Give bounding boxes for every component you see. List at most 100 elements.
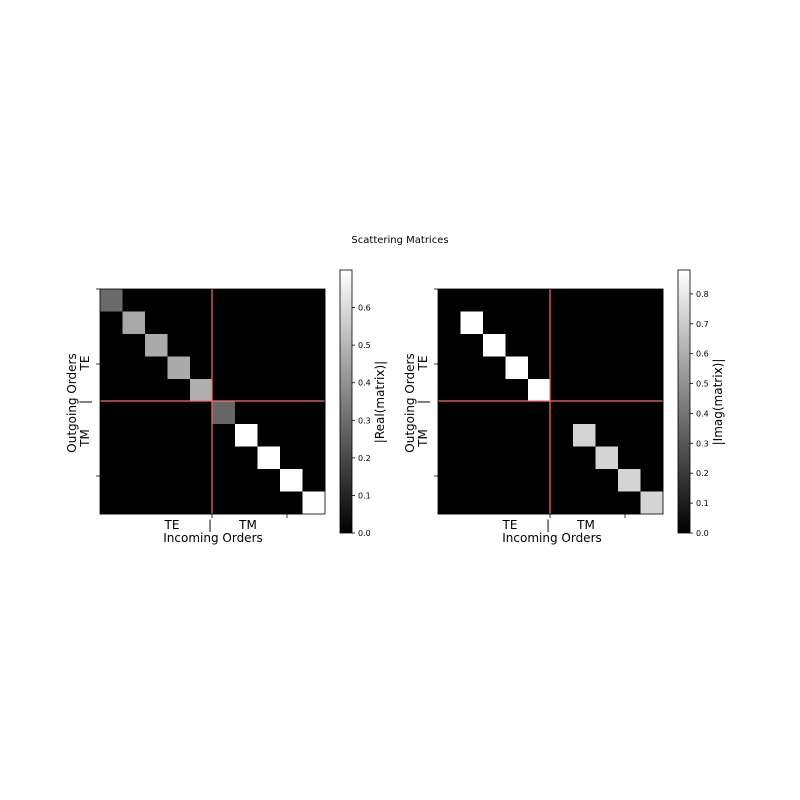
real-matrix-cell: [167, 311, 191, 335]
real-matrix-cell: [235, 469, 258, 492]
real-matrix-cell: [145, 379, 168, 402]
real-matrix-cell: [302, 289, 326, 312]
imag-matrix-cell: [505, 491, 529, 515]
imag-matrix-cell: [573, 379, 596, 402]
real-matrix-cell: [280, 401, 303, 425]
real-matrix-cell: [145, 334, 168, 357]
real-matrix-cell: [145, 469, 168, 492]
imag-matrix-cell: [505, 311, 529, 335]
imag-matrix-cell: [595, 401, 619, 425]
real-matrix-cell: [302, 424, 326, 447]
imag-colorbar-label: |Imag(matrix)|: [711, 359, 725, 446]
real-matrix-cell: [145, 491, 168, 515]
real-matrix-cell: [100, 424, 123, 447]
real-matrix-cell: [212, 424, 236, 447]
real-matrix-cell: [212, 311, 236, 335]
imag-matrix-cell: [618, 334, 641, 357]
real-matrix-cell: [280, 446, 303, 470]
imag-matrix-cell: [438, 311, 461, 335]
real-matrix-cell: [257, 446, 281, 470]
imag-colorbar-tick-label: 0.7: [696, 320, 709, 329]
real-matrix-cell: [122, 379, 146, 402]
real-matrix-cell: [167, 491, 191, 515]
real-matrix-cell: [302, 356, 326, 380]
real-colorbar-gradient: [339, 269, 353, 534]
real-matrix-cell: [100, 401, 123, 425]
imag-matrix-cell: [640, 424, 664, 447]
imag-matrix-cell: [483, 491, 506, 515]
real-matrix-cell: [280, 379, 303, 402]
imag-matrix-cell: [550, 446, 574, 470]
imag-matrix-cell: [483, 311, 506, 335]
real-matrix-cell: [280, 356, 303, 380]
real-matrix-cell: [302, 334, 326, 357]
imag-matrix-cell: [438, 379, 461, 402]
imag-matrix-cell: [460, 424, 484, 447]
imag-colorbar-tick-label: 0.5: [696, 380, 709, 389]
real-matrix-cell: [190, 289, 213, 312]
imag-matrix-cell: [483, 446, 506, 470]
real-matrix-cell: [190, 446, 213, 470]
imag-matrix-cell: [550, 469, 574, 492]
imag-colorbar-tick-label: 0.4: [696, 409, 709, 418]
imag-matrix-cell: [595, 446, 619, 470]
imag-y-axis-label: Outgoing Orders: [403, 353, 417, 452]
imag-matrix-cell: [595, 356, 619, 380]
imag-matrix-cell: [505, 424, 529, 447]
real-matrix-cell: [235, 289, 258, 312]
imag-matrix-cell: [483, 289, 506, 312]
real-matrix-cell: [257, 334, 281, 357]
imag-matrix-cell: [438, 424, 461, 447]
imag-matrix-cell: [505, 401, 529, 425]
real-matrix-cell: [212, 379, 236, 402]
imag-x-tick-label-te: TE: [502, 518, 518, 532]
real-matrix-cell: [100, 289, 123, 312]
real-matrix-cell: [190, 469, 213, 492]
imag-matrix-cell: [550, 424, 574, 447]
real-matrix-cell: [145, 446, 168, 470]
imag-matrix-cell: [595, 379, 619, 402]
imag-matrix-cell: [640, 401, 664, 425]
real-matrix-cell: [122, 446, 146, 470]
real-matrix-cell: [145, 289, 168, 312]
real-matrix-cell: [190, 424, 213, 447]
real-matrix-cell: [167, 379, 191, 402]
imag-matrix-cell: [640, 334, 664, 357]
imag-matrix-cell: [573, 289, 596, 312]
real-colorbar-tick-label: 0.5: [358, 341, 371, 350]
imag-colorbar-tick-label: 0.0: [696, 529, 709, 538]
imag-matrix-cell: [618, 289, 641, 312]
real-matrix-cell: [280, 491, 303, 515]
real-matrix-cell: [257, 356, 281, 380]
real-matrix-cell: [257, 311, 281, 335]
imag-matrix-cell: [438, 289, 461, 312]
real-matrix-cell: [212, 401, 236, 425]
real-matrix-cell: [167, 401, 191, 425]
real-x-tick-label-tm: TM: [238, 518, 257, 532]
imag-matrix-cell: [618, 446, 641, 470]
imag-y-tick-label-separator: |: [416, 400, 430, 404]
real-matrix-cell: [212, 356, 236, 380]
real-matrix-cell: [167, 446, 191, 470]
real-matrix-cell: [100, 469, 123, 492]
imag-matrix-cell: [528, 334, 551, 357]
real-matrix-cell: [190, 491, 213, 515]
figure-title: Scattering Matrices: [351, 235, 448, 246]
real-y-tick-label-tm: TM: [78, 429, 92, 448]
imag-matrix-cell: [640, 469, 664, 492]
real-matrix-cell: [100, 491, 123, 515]
imag-matrix-cell: [550, 289, 574, 312]
real-matrix-cell: [167, 469, 191, 492]
real-colorbar-tick-label: 0.2: [358, 454, 371, 463]
real-matrix-cell: [212, 334, 236, 357]
real-matrix-cell: [145, 311, 168, 335]
real-matrix-cell: [257, 424, 281, 447]
imag-matrix-cell: [528, 491, 551, 515]
real-colorbar-tick-label: 0.0: [358, 529, 371, 538]
imag-matrix-cell: [528, 379, 551, 402]
imag-matrix-cell: [573, 491, 596, 515]
real-matrix-cell: [280, 289, 303, 312]
imag-matrix-cell: [550, 401, 574, 425]
real-matrix-cell: [100, 311, 123, 335]
imag-matrix-cell: [640, 491, 664, 515]
